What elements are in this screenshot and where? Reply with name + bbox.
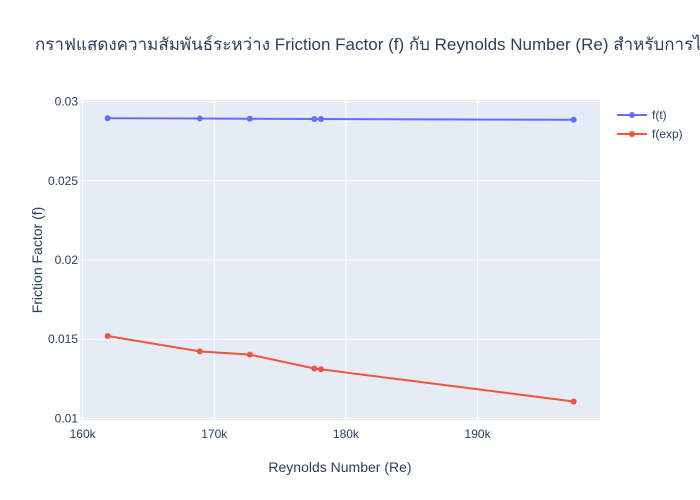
y-tick-label: 0.015 — [48, 332, 78, 346]
y-tick-label: 0.03 — [55, 95, 79, 109]
data-point[interactable] — [570, 116, 577, 123]
series-line — [107, 335, 574, 403]
y-tick-label: 0.02 — [55, 253, 79, 267]
x-tick-label: 180k — [333, 427, 360, 441]
data-point[interactable] — [246, 115, 253, 122]
legend-label: f(t) — [652, 108, 667, 122]
y-tick-label: 0.025 — [48, 174, 78, 188]
series-1 — [104, 333, 577, 405]
legend-item[interactable]: f(t) — [617, 108, 667, 122]
legend-marker — [629, 112, 635, 118]
x-axis-title: Reynolds Number (Re) — [268, 459, 411, 475]
data-point[interactable] — [311, 116, 318, 123]
data-point[interactable] — [196, 115, 203, 122]
data-point[interactable] — [317, 116, 324, 123]
y-tick-label: 0.01 — [55, 411, 79, 425]
data-point[interactable] — [311, 365, 318, 372]
y-axis-title: Friction Factor (f) — [29, 207, 45, 314]
series-line — [107, 117, 574, 121]
data-point[interactable] — [570, 398, 577, 405]
x-tick-label: 160k — [70, 427, 97, 441]
grid — [80, 100, 600, 420]
legend[interactable]: f(t) f(exp) — [617, 108, 683, 141]
data-point[interactable] — [246, 351, 253, 358]
data-point[interactable] — [317, 366, 324, 373]
data-point[interactable] — [196, 348, 203, 355]
chart-title: กราฟแสดงความสัมพันธ์ระหว่าง Friction Fac… — [35, 34, 700, 54]
y-tick-labels: 0.01 0.015 0.02 0.025 0.03 — [48, 95, 78, 426]
data-point[interactable] — [104, 115, 111, 122]
x-tick-labels: 160k 170k 180k 190k — [70, 427, 492, 441]
legend-marker — [629, 131, 635, 137]
legend-label: f(exp) — [652, 127, 683, 141]
x-tick-label: 170k — [201, 427, 228, 441]
data-point[interactable] — [104, 333, 111, 340]
x-tick-label: 190k — [465, 427, 492, 441]
series-layer — [104, 115, 577, 405]
legend-item[interactable]: f(exp) — [617, 127, 683, 141]
series-0 — [104, 115, 577, 123]
